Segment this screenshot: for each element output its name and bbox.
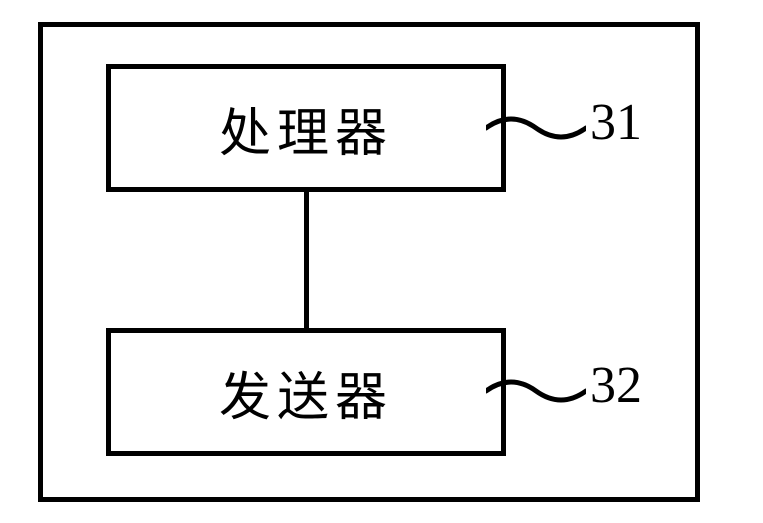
vertical-connector-line — [304, 192, 309, 328]
diagram-canvas: 处理器 31 发送器 32 — [0, 0, 763, 523]
sender-leader-squiggle — [486, 368, 586, 414]
processor-leader-squiggle — [486, 105, 586, 151]
sender-ref-number: 32 — [590, 356, 642, 415]
sender-block: 发送器 — [106, 328, 506, 456]
processor-block: 处理器 — [106, 64, 506, 192]
sender-label: 发送器 — [219, 355, 393, 430]
processor-ref-number: 31 — [590, 93, 642, 152]
processor-label: 处理器 — [219, 91, 393, 166]
